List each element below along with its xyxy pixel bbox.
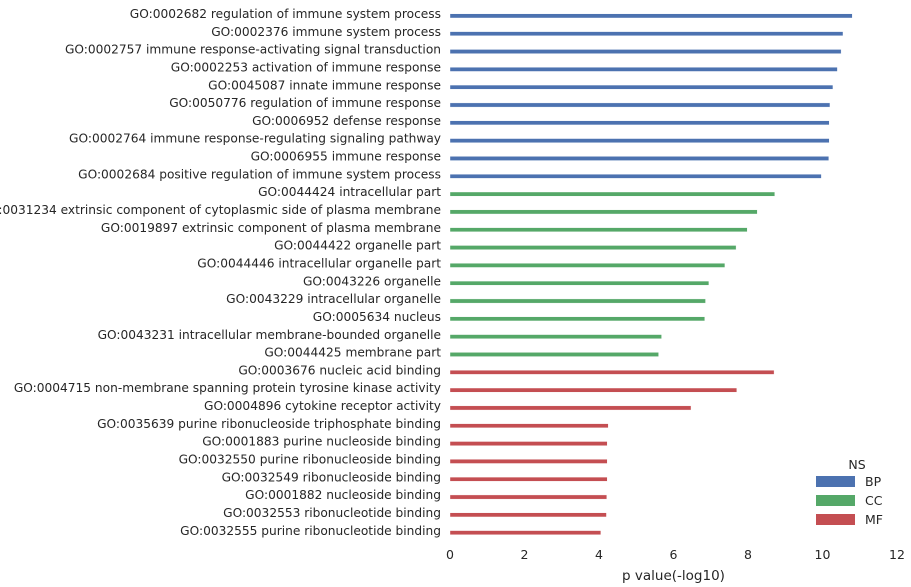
bar-bp: [449, 120, 830, 126]
category-label: GO:0019897 extrinsic component of plasma…: [101, 221, 441, 235]
bar-bp: [449, 84, 834, 90]
x-axis-title: p value(-log10): [622, 568, 725, 584]
x-tick-label: 12: [889, 547, 905, 562]
bar-mf: [449, 405, 692, 411]
legend-label-mf: MF: [865, 512, 883, 527]
bar-cc: [449, 280, 710, 286]
bar-mf: [449, 459, 608, 464]
category-label: GO:0031234 extrinsic component of cytopl…: [0, 203, 441, 217]
bar-cc: [449, 298, 706, 304]
x-axis-ticks: 0 2 4 6 8 10 12: [446, 547, 905, 562]
category-label: GO:0002757 immune response-activating si…: [65, 43, 441, 57]
category-label: GO:0032549 ribonucleoside binding: [222, 470, 441, 484]
legend-title: NS: [848, 457, 865, 472]
bar-cc: [449, 227, 748, 233]
category-label: GO:0004896 cytokine receptor activity: [204, 399, 441, 413]
category-label: GO:0035639 purine ribonucleoside triphos…: [97, 417, 441, 431]
category-label: GO:0006955 immune response: [251, 150, 441, 164]
category-label: GO:0044424 intracellular part: [258, 185, 441, 199]
bars-layer: [449, 13, 853, 535]
category-labels: GO:0002682 regulation of immune system p…: [0, 7, 441, 538]
bar-mf: [449, 494, 608, 500]
x-tick-label: 0: [446, 547, 454, 562]
legend-swatch-bp: [816, 476, 855, 487]
category-label: GO:0002764 immune response-regulating si…: [69, 132, 441, 146]
bar-mf: [449, 423, 609, 429]
x-tick-label: 10: [815, 547, 831, 562]
category-label: GO:0001882 nucleoside binding: [245, 488, 441, 502]
bar-bp: [449, 31, 844, 37]
category-label: GO:0032550 purine ribonucleoside binding: [179, 453, 441, 467]
category-label: GO:0002684 positive regulation of immune…: [78, 167, 441, 181]
category-label: GO:0002682 regulation of immune system p…: [130, 7, 441, 21]
category-label: GO:0044422 organelle part: [274, 239, 441, 253]
bar-mf: [449, 441, 608, 446]
bar-cc: [449, 245, 737, 250]
category-label: GO:0043229 intracellular organelle: [226, 292, 441, 306]
bar-cc: [449, 334, 662, 339]
bar-bp: [449, 102, 831, 108]
category-label: GO:0001883 purine nucleoside binding: [202, 435, 441, 449]
bar-bp: [449, 173, 822, 179]
bar-cc: [449, 316, 705, 322]
legend-swatch-cc: [816, 495, 855, 506]
bar-mf: [449, 476, 608, 482]
legend-label-cc: CC: [865, 493, 883, 508]
bar-bp: [449, 156, 830, 161]
category-label: GO:0045087 innate immune response: [208, 78, 441, 92]
category-label: GO:0006952 defense response: [252, 114, 441, 128]
bar-bp: [449, 138, 830, 143]
category-label: GO:0050776 regulation of immune response: [169, 96, 441, 110]
category-label: GO:0002253 activation of immune response: [171, 60, 441, 74]
x-tick-label: 2: [521, 547, 529, 562]
x-tick-label: 6: [670, 547, 678, 562]
legend-label-bp: BP: [865, 474, 882, 489]
bar-mf: [449, 387, 738, 393]
legend: NS BP CC MF: [816, 457, 883, 527]
legend-swatch-mf: [816, 514, 855, 525]
category-label: GO:0004715 non-membrane spanning protein…: [14, 381, 441, 395]
category-label: GO:0032555 purine ribonucleotide binding: [180, 524, 441, 538]
bar-bp: [449, 49, 842, 54]
x-tick-label: 4: [595, 547, 603, 562]
bar-cc: [449, 352, 659, 357]
category-label: GO:0043231 intracellular membrane-bounde…: [98, 328, 441, 342]
bar-mf: [449, 512, 607, 518]
category-label: GO:0032553 ribonucleotide binding: [223, 506, 441, 520]
bar-mf: [449, 530, 602, 535]
bar-mf: [449, 370, 775, 375]
category-label: GO:0005634 nucleus: [313, 310, 441, 324]
category-label: GO:0043226 organelle: [303, 274, 441, 288]
category-label: GO:0044446 intracellular organelle part: [197, 256, 441, 270]
x-tick-label: 8: [744, 547, 752, 562]
bar-cc: [449, 263, 726, 268]
bar-cc: [449, 209, 758, 215]
category-label: GO:0044425 membrane part: [264, 346, 441, 360]
bar-bp: [449, 67, 838, 72]
bar-bp: [449, 13, 853, 19]
category-label: GO:0003676 nucleic acid binding: [238, 363, 441, 377]
bar-cc: [449, 191, 776, 197]
category-label: GO:0002376 immune system process: [211, 25, 441, 39]
